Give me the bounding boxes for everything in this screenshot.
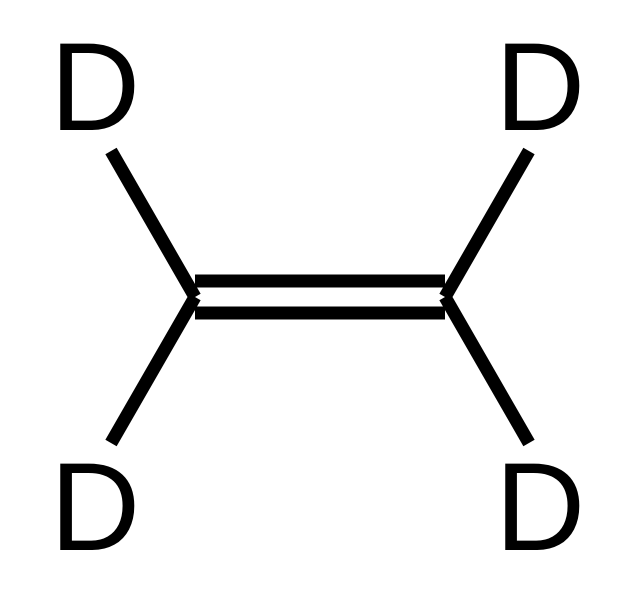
atom-label-d3: D: [50, 438, 140, 577]
bonds-group: [111, 151, 529, 443]
bond-C2-D2: [445, 151, 529, 297]
labels-group: D D D D: [50, 18, 585, 577]
bond-C1-D1: [111, 151, 195, 297]
bond-C1-D3: [111, 297, 195, 443]
bond-C2-D4: [445, 297, 529, 443]
molecule-diagram: D D D D: [0, 0, 640, 596]
atom-label-d1: D: [50, 18, 140, 157]
atom-label-d4: D: [495, 438, 585, 577]
atom-label-d2: D: [495, 18, 585, 157]
